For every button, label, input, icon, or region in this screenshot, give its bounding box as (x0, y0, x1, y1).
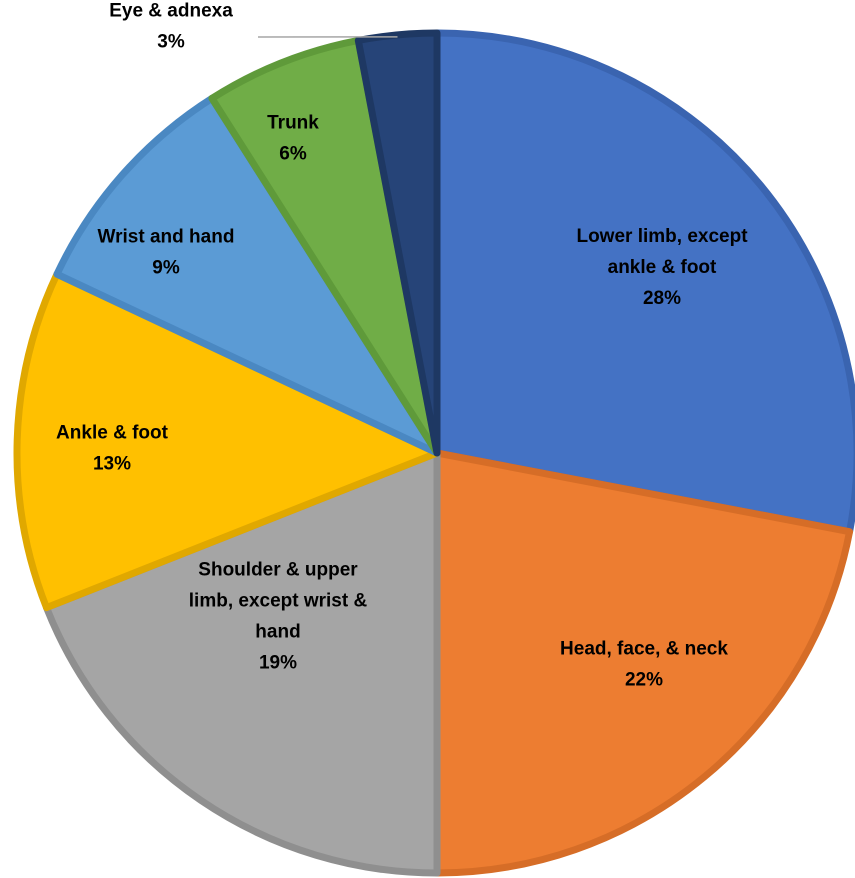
pie-slice (208, 36, 441, 457)
pie-slice (42, 449, 441, 877)
slice-percent-label: 13% (93, 454, 131, 475)
slice-percent-label: 6% (279, 144, 307, 165)
slice-percent-label: 19% (259, 653, 297, 674)
slice-category-label: Trunk (267, 113, 319, 134)
slice-percent-label: 22% (625, 670, 663, 691)
pie-slice (433, 29, 855, 536)
slice-category-label: Wrist and hand (98, 227, 235, 248)
pie-slices (13, 29, 855, 877)
slice-category-label: limb, except wrist & (189, 591, 368, 612)
slice-category-label: Ankle & foot (56, 423, 169, 444)
slice-category-label: Head, face, & neck (560, 639, 728, 660)
pie-slice (13, 270, 441, 612)
slice-percent-label: 28% (643, 288, 681, 309)
pie-slice (433, 449, 854, 877)
slice-category-label: hand (255, 622, 300, 643)
pie-slice (53, 94, 441, 457)
pie-slice (354, 29, 441, 457)
slice-percent-label: 3% (157, 32, 185, 53)
slice-category-label: Lower limb, except (576, 226, 748, 247)
slice-percent-label: 9% (152, 258, 180, 279)
slice-category-label: Eye & adnexa (109, 1, 233, 22)
slice-category-label: ankle & foot (608, 257, 717, 278)
slice-labels: Lower limb, except ankle & foot 28% Head, f… (56, 1, 748, 691)
slice-category-label: Shoulder & upper (198, 560, 358, 581)
